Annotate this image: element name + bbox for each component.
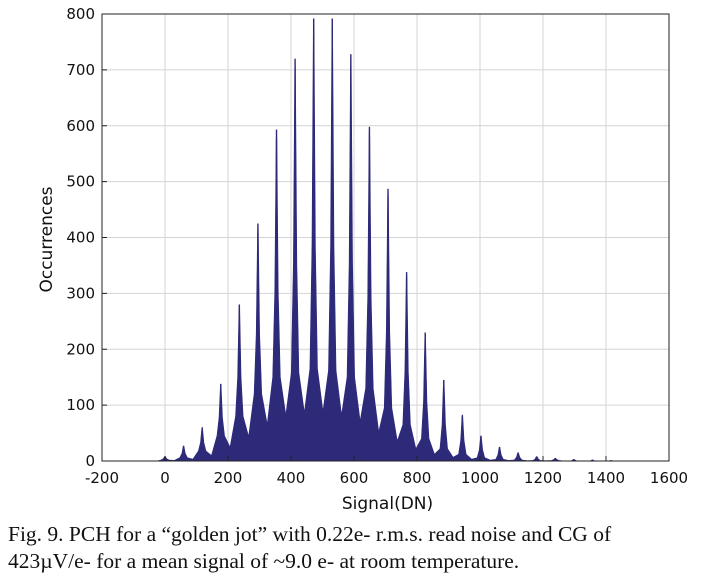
caption-line-1: Fig. 9. PCH for a “golden jot” with 0.22… [8, 522, 612, 546]
y-tick-label: 200 [66, 340, 95, 358]
x-tick-label: 1600 [650, 469, 688, 487]
y-tick-label: 0 [85, 452, 95, 470]
x-tick-label: -200 [85, 469, 119, 487]
x-axis-label: Signal(DN) [342, 494, 433, 514]
x-tick-label: 1400 [587, 469, 625, 487]
x-tick-label: 0 [160, 469, 170, 487]
y-tick-label: 700 [66, 61, 95, 79]
histogram-peaks [164, 18, 612, 461]
axis-ticks: -200 0 200 400 600 800 1000 1200 1400 16000100200… [66, 5, 688, 487]
y-tick-label: 600 [66, 117, 95, 135]
x-tick-label: 200 [214, 469, 243, 487]
x-tick-label: 1000 [461, 469, 499, 487]
x-tick-label: 800 [403, 469, 432, 487]
y-tick-label: 800 [66, 5, 95, 23]
x-tick-label: 1200 [524, 469, 562, 487]
pch-chart: -200 0 200 400 600 800 1000 1200 1400 16000100200… [37, 5, 688, 514]
y-tick-label: 300 [66, 284, 95, 302]
caption-line-2: 423µV/e- for a mean signal of ~9.0 e- at… [8, 549, 520, 573]
y-tick-label: 500 [66, 173, 95, 191]
x-tick-label: 400 [277, 469, 306, 487]
y-axis-label: Occurrences [37, 186, 57, 292]
x-tick-label: 600 [340, 469, 369, 487]
histogram-area [152, 18, 629, 462]
figure-caption: Fig. 9. PCH for a “golden jot” with 0.22… [8, 521, 702, 575]
y-tick-label: 100 [66, 396, 95, 414]
y-tick-label: 400 [66, 229, 95, 247]
